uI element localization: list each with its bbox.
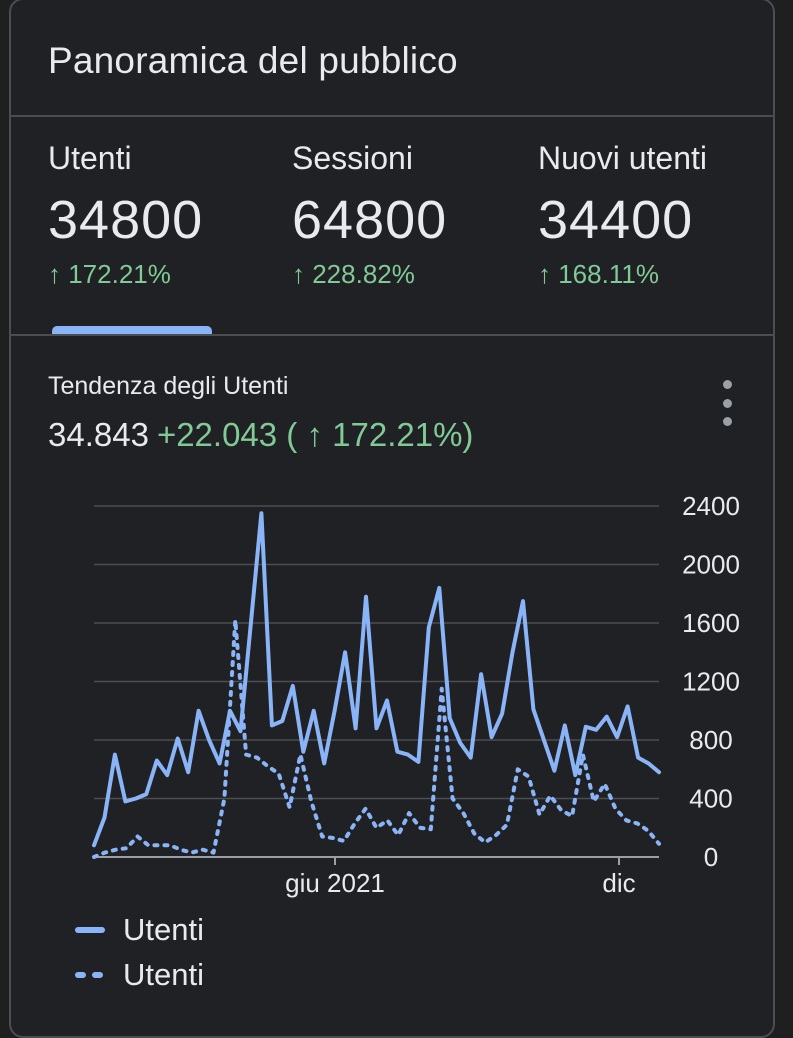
legend-item-dotted[interactable]: Utenti <box>75 955 375 995</box>
legend-dotted-swatch <box>75 972 105 978</box>
y-tick-label: 2400 <box>682 491 740 521</box>
legend-solid-swatch <box>75 927 105 933</box>
metric-tab-nuovi-utenti[interactable]: Nuovi utenti 34400 ↑ 168.11% <box>538 140 758 290</box>
metric-change: ↑ 228.82% <box>292 259 415 289</box>
metric-value: 34400 <box>538 190 694 250</box>
metric-tab-sessioni[interactable]: Sessioni 64800 ↑ 228.82% <box>292 140 512 290</box>
y-tick-label: 2000 <box>682 550 740 580</box>
dot-icon <box>722 380 732 389</box>
metric-label: Utenti <box>48 140 132 176</box>
metric-change: ↑ 172.21% <box>48 259 171 289</box>
metric-value: 64800 <box>292 190 448 250</box>
metric-label: Sessioni <box>292 140 413 176</box>
y-tick-label: 400 <box>689 784 732 814</box>
trend-title: Tendenza degli Utenti <box>48 372 289 400</box>
tabs-divider <box>11 334 773 336</box>
x-tick-label: giu 2021 <box>285 868 385 898</box>
series-line-solid <box>92 511 661 848</box>
legend-label: Utenti <box>123 957 204 992</box>
series-line-dotted <box>92 618 661 859</box>
metric-label: Nuovi utenti <box>538 140 707 176</box>
y-tick-label: 800 <box>689 725 732 755</box>
y-tick-label: 0 <box>704 842 718 872</box>
more-options-icon[interactable] <box>715 380 739 426</box>
trend-total: 34.843 <box>48 416 149 453</box>
dot-icon <box>722 417 732 426</box>
dot-icon <box>722 398 732 408</box>
metric-value: 34800 <box>48 190 204 250</box>
trend-summary: 34.843 +22.043 ( ↑ 172.21%) <box>48 416 473 454</box>
y-tick-label: 1200 <box>682 667 740 697</box>
selected-tab-indicator <box>52 326 212 334</box>
metric-tab-utenti[interactable]: Utenti 34800 ↑ 172.21% <box>48 140 268 290</box>
metric-change: ↑ 168.11% <box>538 259 659 289</box>
card-title: Panoramica del pubblico <box>48 40 458 81</box>
legend-item-solid[interactable]: Utenti <box>75 910 375 950</box>
trend-delta: +22.043 ( ↑ 172.21%) <box>156 416 474 453</box>
x-tick-label: dic <box>602 868 635 898</box>
header-divider <box>11 115 773 117</box>
audience-overview-card: Panoramica del pubblico Utenti 34800 ↑ 1… <box>9 0 775 1038</box>
y-tick-label: 1600 <box>682 608 740 638</box>
users-trend-chart: 2400 2000 1600 1200 800 400 0 giu 2021 dic <box>92 491 740 898</box>
legend-label: Utenti <box>123 912 204 947</box>
